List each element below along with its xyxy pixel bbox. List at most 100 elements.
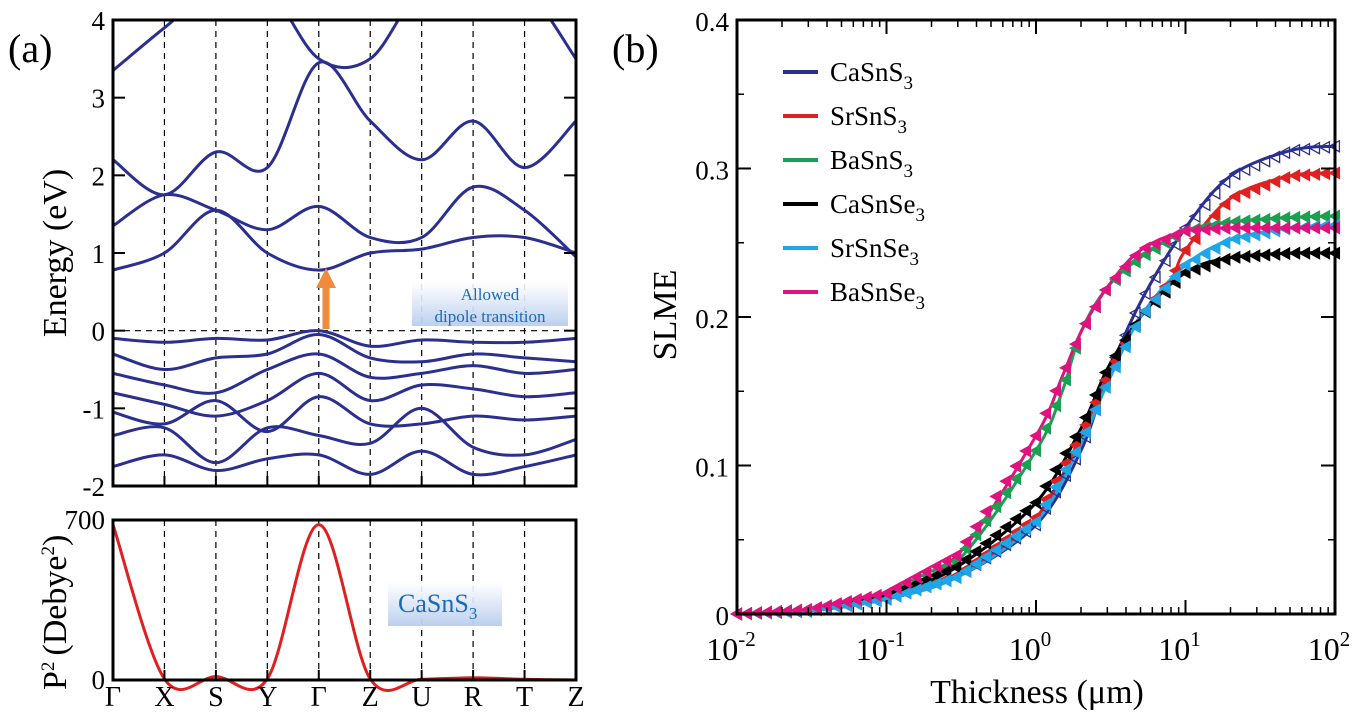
slme-marker-5 <box>819 599 832 613</box>
band-1 <box>113 60 576 197</box>
slme-ytick-label: 0.2 <box>695 304 729 334</box>
band-0 <box>113 20 576 72</box>
slme-marker-5 <box>1049 384 1061 398</box>
slme-ytick-label: 0.1 <box>695 453 729 483</box>
slme-marker-5 <box>1039 406 1052 420</box>
slme-marker-4 <box>909 583 922 597</box>
slme-marker-3 <box>1108 349 1121 363</box>
slme-marker-0 <box>1288 143 1301 157</box>
slme-marker-5 <box>1148 237 1161 251</box>
dipole-line <box>111 523 577 692</box>
slme-ytick-label: 0 <box>716 601 730 631</box>
slme-marker-4 <box>899 586 912 600</box>
slme-xtick-base: 10 <box>1158 631 1190 667</box>
slme-marker-2 <box>1049 399 1061 413</box>
slme-marker-4 <box>1009 529 1022 543</box>
slme-marker-3 <box>1009 512 1022 526</box>
slme-marker-0 <box>1228 167 1241 181</box>
slme-marker-3 <box>939 564 952 578</box>
slme-marker-5 <box>1009 459 1022 473</box>
slme-marker-3 <box>1308 246 1321 260</box>
slme-marker-5 <box>1019 444 1032 458</box>
slme-marker-5 <box>949 548 962 563</box>
k-point-label: Y <box>257 682 277 713</box>
band-structure-plot: -2 -1 0 1 2 3 4 Energy (eV) Allowed dipole tra… <box>37 6 578 502</box>
legend-label-main: SrSnSe <box>830 233 910 263</box>
dipole-annotation-line2: dipole transition <box>435 307 546 326</box>
slme-marker-4 <box>1228 232 1241 246</box>
band-7 <box>113 371 576 418</box>
slme-marker-5 <box>829 597 842 611</box>
band-4 <box>113 329 576 348</box>
slme-xtick-label: 100 <box>1009 627 1052 667</box>
legend-label-sub: 3 <box>904 73 914 94</box>
slme-marker-5 <box>979 504 992 519</box>
slme-marker-1 <box>1308 167 1321 181</box>
dipole-grid <box>163 520 526 680</box>
slme-marker-3 <box>1248 249 1261 263</box>
band-ytick-label: -2 <box>83 472 106 502</box>
slme-marker-3 <box>949 560 962 574</box>
dipole-annotation-box <box>412 282 568 326</box>
legend-label-4: SrSnSe3 <box>830 233 919 270</box>
slme-series-line-0 <box>736 144 1336 616</box>
slme-marker-3 <box>1019 504 1032 518</box>
slme-marker-0 <box>1248 158 1261 173</box>
slme-marker-0 <box>1218 175 1231 189</box>
slme-marker-0 <box>1238 163 1251 177</box>
slme-marker-1 <box>1218 197 1231 211</box>
slme-marker-4 <box>1188 252 1201 267</box>
slme-marker-1 <box>1238 186 1251 200</box>
slme-marker-5 <box>899 575 912 590</box>
k-point-label: Z <box>567 682 584 713</box>
slme-marker-5 <box>1078 317 1091 331</box>
k-point-label: Z <box>362 682 379 713</box>
slme-marker-5 <box>1118 260 1131 274</box>
slme-marker-3 <box>959 553 972 567</box>
slme-marker-4 <box>989 543 1002 557</box>
slme-marker-4 <box>1098 380 1111 394</box>
slme-marker-4 <box>1078 425 1091 439</box>
slme-markers <box>730 139 1341 621</box>
slme-marker-3 <box>1238 249 1251 264</box>
slme-marker-3 <box>1069 430 1081 444</box>
slme-marker-5 <box>809 601 822 615</box>
slme-marker-5 <box>1088 300 1101 314</box>
legend-label-3: CaSnSe3 <box>830 189 925 226</box>
slme-marker-4 <box>1158 281 1171 295</box>
slme-xtick-label: 101 <box>1158 627 1201 667</box>
band-ytick-label: 1 <box>92 239 106 269</box>
band-9 <box>113 406 576 465</box>
slme-marker-1 <box>1208 209 1221 223</box>
slme-marker-4 <box>1029 515 1042 529</box>
slme-marker-5 <box>1069 337 1081 351</box>
slme-marker-3 <box>1288 246 1301 260</box>
slme-marker-4 <box>1088 403 1101 417</box>
slme-marker-0 <box>1158 254 1171 268</box>
slme-marker-4 <box>1049 480 1061 494</box>
slme-marker-5 <box>1059 361 1071 375</box>
slme-marker-5 <box>959 535 972 549</box>
dipole-ytick-label: 700 <box>65 505 106 535</box>
slme-marker-4 <box>1039 497 1052 512</box>
slme-marker-5 <box>1098 283 1111 297</box>
slme-marker-4 <box>959 564 972 578</box>
slme-marker-5 <box>989 489 1002 503</box>
dipole-ylabel-sup: 2 <box>38 662 59 672</box>
slme-marker-5 <box>889 581 902 595</box>
slme-xtick-base: 10 <box>1308 631 1340 667</box>
slme-xtick-label: 102 <box>1308 627 1351 667</box>
slme-xtick-label: 10-2 <box>706 627 756 667</box>
slme-marker-0 <box>1198 198 1211 212</box>
slme-marker-3 <box>1098 365 1111 380</box>
slme-marker-0 <box>1138 287 1151 301</box>
slme-marker-3 <box>1298 246 1311 260</box>
slme-marker-2 <box>1039 421 1052 435</box>
dipole-frame <box>111 518 578 682</box>
slme-marker-5 <box>869 588 882 602</box>
slme-marker-3 <box>1208 255 1221 270</box>
slme-marker-3 <box>969 544 982 559</box>
slme-marker-5 <box>1138 241 1151 255</box>
slme-marker-2 <box>999 486 1012 500</box>
slme-marker-1 <box>1178 243 1191 257</box>
